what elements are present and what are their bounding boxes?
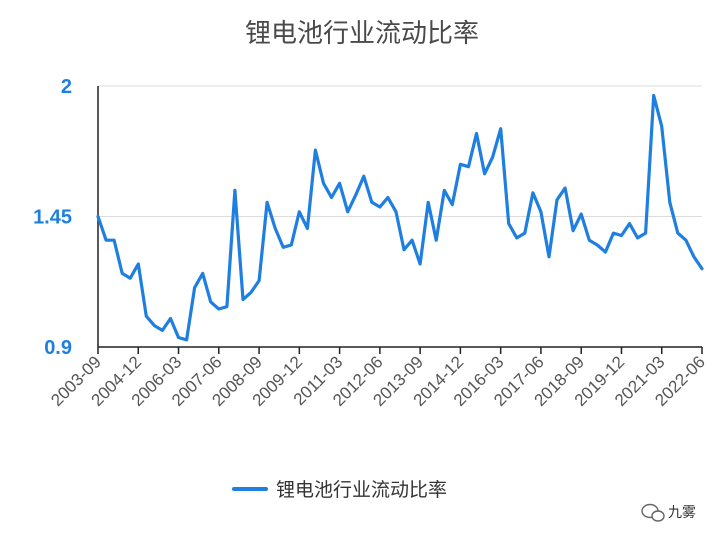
- legend: 锂电池行业流动比率: [232, 479, 447, 501]
- y-tick-label: 2: [61, 76, 72, 98]
- watermark-label: 九雾: [668, 505, 696, 521]
- chart-title: 锂电池行业流动比率: [245, 19, 479, 49]
- grid: [98, 85, 702, 348]
- series-layer: [96, 93, 704, 342]
- y-axis-ticks: 0.9 1.45 2: [33, 76, 72, 359]
- y-tick-label: 1.45: [33, 207, 72, 229]
- legend-label: 锂电池行业流动比率: [276, 479, 447, 501]
- x-axis: 2003-092004-122006-032007-062008-092009-…: [47, 86, 709, 410]
- wechat-icon: [641, 503, 665, 522]
- series-line-0: [96, 93, 704, 342]
- y-tick-label: 0.9: [44, 337, 72, 359]
- watermark: 九雾: [641, 503, 696, 522]
